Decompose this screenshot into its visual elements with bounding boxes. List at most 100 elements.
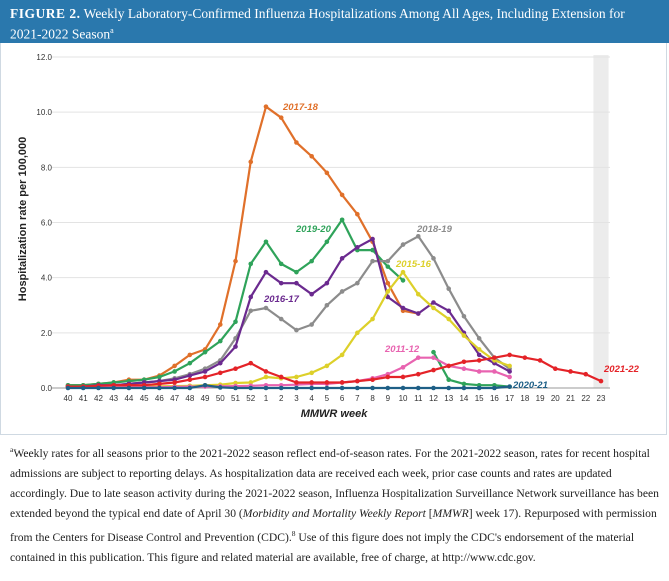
data-point-2021-22 — [461, 359, 467, 365]
series-label-2019-20: 2019-20 — [295, 224, 332, 235]
footnote-sup: 8 — [291, 528, 296, 538]
data-point-2017-18 — [172, 363, 177, 369]
data-point-2021-22 — [476, 358, 482, 363]
series-line-2017-18 — [68, 105, 419, 387]
data-point-2017-18 — [385, 280, 391, 286]
data-point-2011-12 — [492, 369, 497, 374]
data-point-2020-21 — [172, 385, 177, 391]
y-tick-label: 12.0 — [36, 53, 52, 62]
data-point-2018-19 — [339, 289, 345, 294]
figure-label: FIGURE 2. — [10, 6, 81, 21]
data-point-2020-21 — [80, 385, 86, 391]
data-point-2015-16 — [370, 316, 375, 322]
x-axis-label: MMWR week — [301, 408, 369, 420]
x-tick-label: 16 — [490, 394, 499, 403]
data-point-2021-22 — [415, 371, 421, 377]
footnote-marker: a — [10, 445, 14, 454]
footnote-text-5: Use of this figure does not imply the CD… — [10, 530, 635, 564]
data-point-2017-18 — [294, 140, 299, 145]
data-point-2021-22 — [187, 377, 193, 383]
series-label-2021-22: 2021-22 — [603, 364, 640, 375]
data-point-2015-16 — [476, 347, 482, 352]
data-point-2019-20 — [339, 217, 345, 223]
data-point-2020-21 — [202, 382, 208, 388]
data-point-2019-20 — [309, 258, 314, 264]
data-point-2021-22 — [339, 380, 345, 385]
data-point-2018-19 — [461, 313, 467, 319]
data-point-2020-21 — [461, 385, 467, 391]
data-point-2016-17 — [400, 305, 406, 311]
data-point-2018-19 — [309, 322, 314, 327]
x-tick-label: 40 — [64, 394, 73, 403]
data-point-2017-18 — [278, 115, 284, 120]
data-point-2011-12 — [431, 355, 436, 360]
data-point-2019-20 — [263, 239, 269, 245]
footnote-text-4: Repurposed with permission from the Cent… — [10, 506, 657, 544]
data-point-2016-17 — [415, 311, 421, 316]
data-point-2019-20 — [324, 239, 330, 245]
y-tick-label: 2.0 — [41, 329, 53, 338]
data-point-2021-22 — [355, 378, 360, 384]
data-point-2020-21 — [339, 385, 345, 391]
data-point-2020-21 — [400, 385, 406, 391]
data-point-2016-17 — [233, 344, 238, 349]
x-tick-label: 6 — [340, 394, 345, 403]
data-point-2020-21 — [217, 385, 223, 390]
data-point-2021-22 — [294, 380, 299, 385]
data-point-2018-19 — [431, 256, 436, 261]
data-point-2020-21 — [157, 385, 162, 391]
shaded-week-band — [593, 55, 609, 388]
data-point-2020-21 — [370, 385, 375, 391]
y-tick-label: 6.0 — [41, 219, 53, 228]
data-point-2016-17 — [187, 373, 193, 378]
series-label-2018-19: 2018-19 — [416, 224, 453, 235]
series-label-2015-16: 2015-16 — [395, 259, 432, 270]
data-point-2018-19 — [370, 258, 375, 264]
data-point-2017-18 — [324, 170, 330, 176]
x-tick-label: 22 — [581, 394, 590, 403]
data-point-2020-21 — [309, 385, 314, 391]
data-point-2015-16 — [431, 305, 436, 311]
x-tick-label: 43 — [109, 394, 118, 403]
data-point-2020-21 — [431, 385, 436, 391]
data-point-2015-16 — [248, 380, 254, 385]
footnote: aWeekly rates for all seasons prior to t… — [10, 440, 662, 568]
data-point-2018-19 — [415, 233, 421, 239]
y-tick-label: 0.0 — [41, 384, 53, 393]
y-tick-label: 10.0 — [36, 108, 52, 117]
data-point-2011-12 — [415, 355, 421, 360]
data-point-2018-19 — [400, 242, 406, 247]
data-point-2015-16 — [309, 370, 314, 376]
x-tick-label: 41 — [79, 394, 88, 403]
data-point-2017-18 — [309, 154, 314, 159]
data-point-2020-21 — [248, 385, 254, 391]
data-point-2021-22 — [202, 374, 208, 380]
x-tick-label: 4 — [309, 394, 314, 403]
data-point-2017-18 — [339, 192, 345, 198]
data-point-2016-17 — [248, 294, 254, 300]
data-point-2019-20 — [446, 377, 452, 383]
data-point-2019-20 — [385, 264, 391, 269]
x-tick-label: 49 — [201, 394, 210, 403]
data-point-2017-18 — [233, 258, 238, 264]
y-tick-label: 8.0 — [41, 163, 53, 172]
data-point-2020-21 — [492, 385, 497, 391]
data-point-2011-12 — [400, 365, 406, 370]
x-tick-label: 8 — [370, 394, 375, 403]
data-point-2021-22 — [400, 374, 406, 380]
data-point-2021-22 — [583, 371, 589, 377]
data-point-2020-21 — [507, 384, 512, 389]
data-point-2020-21 — [294, 385, 299, 391]
x-tick-label: 2 — [279, 394, 284, 403]
footnote-italic-2: MMWR — [432, 506, 469, 520]
data-point-2020-21 — [126, 385, 132, 391]
data-point-2019-20 — [233, 319, 238, 325]
data-point-2020-21 — [233, 385, 238, 391]
footnote-text-1: Weekly rates for all seasons prior to th… — [10, 446, 659, 520]
data-point-2016-17 — [294, 280, 299, 286]
data-point-2019-20 — [400, 278, 406, 283]
data-point-2018-19 — [278, 316, 284, 322]
data-point-2020-21 — [355, 385, 360, 391]
data-point-2020-21 — [415, 385, 421, 391]
data-point-2015-16 — [339, 352, 345, 358]
